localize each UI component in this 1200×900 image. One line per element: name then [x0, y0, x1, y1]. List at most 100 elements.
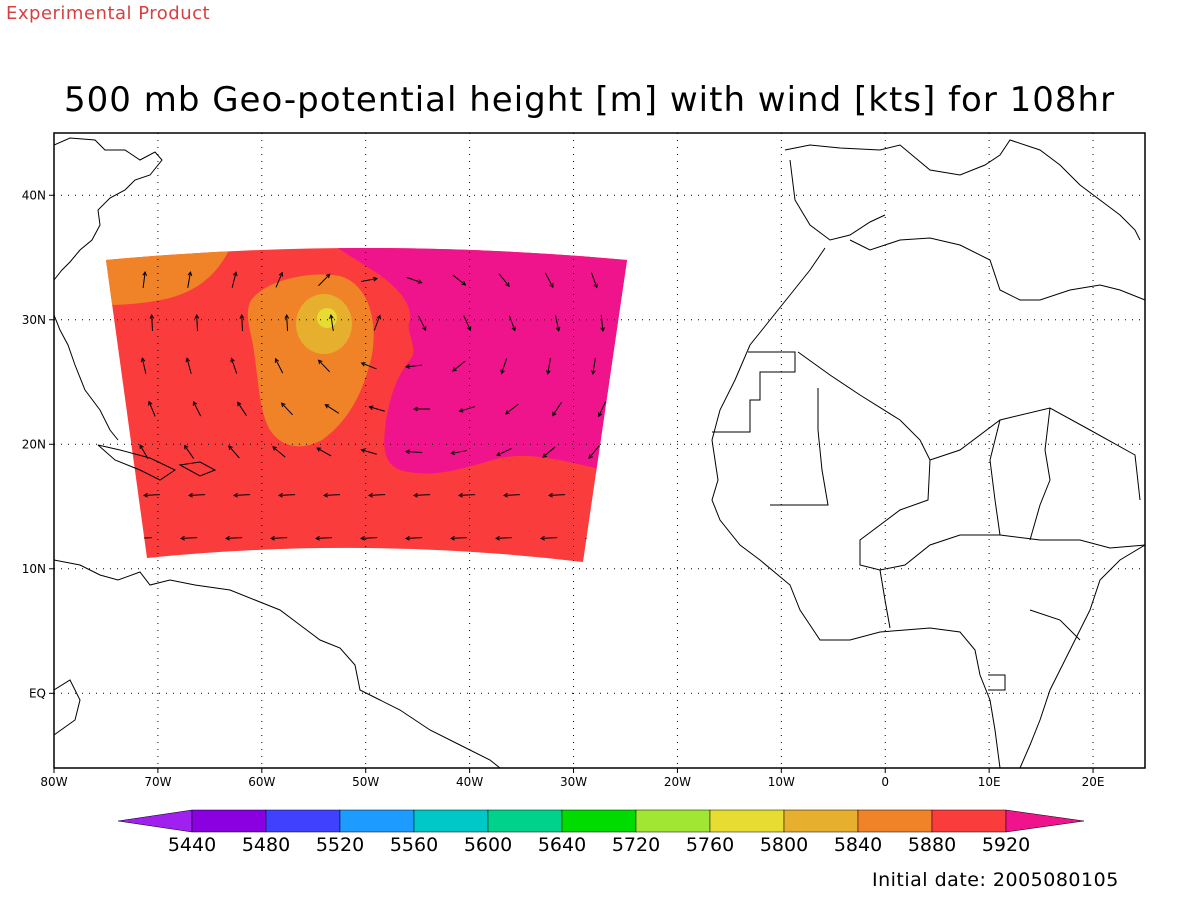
- wind-arrow: [180, 535, 198, 541]
- colorbar-segment: [635, 809, 711, 833]
- wind-arrow: [140, 357, 147, 374]
- colorbar-segment: [339, 809, 415, 833]
- wind-arrow: [368, 492, 386, 498]
- wind-arrow: [185, 357, 192, 374]
- lat-tick-label: 30N: [22, 313, 46, 327]
- wind-arrow: [405, 364, 423, 369]
- initial-date: Initial date: 2005080105: [872, 869, 1119, 891]
- wind-arrow: [360, 535, 378, 541]
- lon-tick-label: 20E: [1082, 775, 1105, 789]
- lon-tick-label: 0: [881, 775, 889, 789]
- colorbar-segment: [709, 809, 785, 833]
- wind-arrow: [230, 357, 238, 374]
- colorbar-label: 5480: [242, 834, 290, 856]
- wind-arrow: [142, 271, 148, 289]
- lon-tick-label: 60W: [248, 775, 275, 789]
- wind-vectors: [135, 271, 611, 541]
- colorbar-label: 5600: [464, 834, 512, 856]
- wind-arrow: [406, 276, 423, 284]
- wind-arrow: [405, 449, 423, 455]
- wind-arrow: [360, 448, 377, 455]
- wind-arrow: [274, 357, 284, 374]
- wind-arrow: [317, 359, 330, 373]
- wind-arrow: [597, 401, 606, 418]
- colorbar-label: 5880: [908, 834, 956, 856]
- colorbar-label: 5920: [982, 834, 1030, 856]
- wind-arrow: [183, 444, 195, 459]
- wind-arrow: [458, 492, 476, 498]
- lon-tick-label: 10W: [768, 775, 795, 789]
- lon-tick-label: 20W: [664, 775, 691, 789]
- wind-arrow: [413, 492, 431, 498]
- wind-arrow: [192, 400, 202, 417]
- wind-arrow: [360, 362, 377, 370]
- wind-arrow: [323, 492, 341, 498]
- wind-arrow: [552, 402, 562, 417]
- lon-tick-label: 10E: [978, 775, 1001, 789]
- coastlines: [54, 137, 1145, 768]
- wind-arrow: [585, 535, 603, 541]
- wind-arrow: [368, 405, 385, 412]
- wind-arrow: [361, 276, 378, 282]
- wind-arrow: [284, 313, 290, 332]
- wind-arrow: [228, 445, 240, 459]
- wind-arrow: [188, 492, 206, 498]
- colorbar-segment: [857, 809, 933, 833]
- wind-arrow: [373, 314, 381, 331]
- wind-arrow: [272, 446, 286, 458]
- lat-tick-label: 20N: [22, 437, 46, 451]
- colorbar-label: 5800: [760, 834, 808, 856]
- wind-arrow: [590, 272, 598, 289]
- wind-arrow: [418, 315, 427, 332]
- colorbar-label: 5840: [834, 834, 882, 856]
- wind-arrow: [194, 313, 200, 332]
- wind-arrow: [270, 535, 288, 541]
- wind-arrow: [280, 402, 293, 416]
- lat-tick-label: 40N: [22, 188, 46, 202]
- colorbar-low-arrow: [117, 809, 193, 833]
- wind-arrow: [554, 315, 561, 332]
- wind-arrow: [588, 445, 600, 460]
- colorbar-segment: [191, 809, 267, 833]
- wind-arrow: [315, 535, 333, 541]
- colorbar-segment: [783, 809, 859, 833]
- wind-arrow: [508, 315, 516, 332]
- wind-arrow: [324, 404, 340, 414]
- lat-tick-label: 10N: [22, 562, 46, 576]
- wind-arrow: [548, 492, 566, 498]
- wind-arrow: [452, 274, 467, 286]
- wind-arrow: [148, 400, 156, 417]
- lon-tick-label: 40W: [456, 775, 483, 789]
- wind-arrow: [542, 446, 556, 458]
- experimental-product-label: Experimental Product: [6, 3, 211, 24]
- colorbar-label: 5720: [612, 834, 660, 856]
- wind-arrow: [540, 535, 558, 541]
- wind-arrow: [498, 273, 510, 288]
- lon-tick-label: 50W: [352, 775, 379, 789]
- map-axes: 80W 70W 60W 50W 40W 30W 20W 10W 0 10E 20E EQ 10N 20N 3…: [22, 188, 1105, 789]
- field-5920: [320, 248, 627, 562]
- lat-tick-label: EQ: [29, 686, 46, 700]
- colorbar-segment: [413, 809, 489, 833]
- lat-lon-grid: [54, 133, 1145, 768]
- colorbar-label: 5560: [390, 834, 438, 856]
- wind-arrow: [237, 401, 247, 416]
- wind-arrow: [593, 492, 611, 498]
- wind-arrow: [450, 535, 468, 541]
- colorbar-label: 5520: [316, 834, 364, 856]
- wind-arrow: [544, 272, 554, 288]
- lon-tick-label: 80W: [40, 775, 67, 789]
- wind-arrow: [545, 358, 551, 375]
- wind-arrow: [405, 535, 423, 541]
- wind-arrow: [591, 358, 596, 375]
- wind-arrow: [187, 271, 193, 288]
- colorbar-segment: [265, 809, 341, 833]
- wind-arrow: [143, 492, 161, 498]
- wind-arrow: [329, 314, 334, 331]
- wind-arrow: [495, 535, 513, 541]
- wind-arrow: [495, 448, 512, 457]
- colorbar-segment: [931, 809, 1007, 833]
- wind-arrow: [239, 313, 245, 332]
- wind-arrow: [318, 273, 331, 287]
